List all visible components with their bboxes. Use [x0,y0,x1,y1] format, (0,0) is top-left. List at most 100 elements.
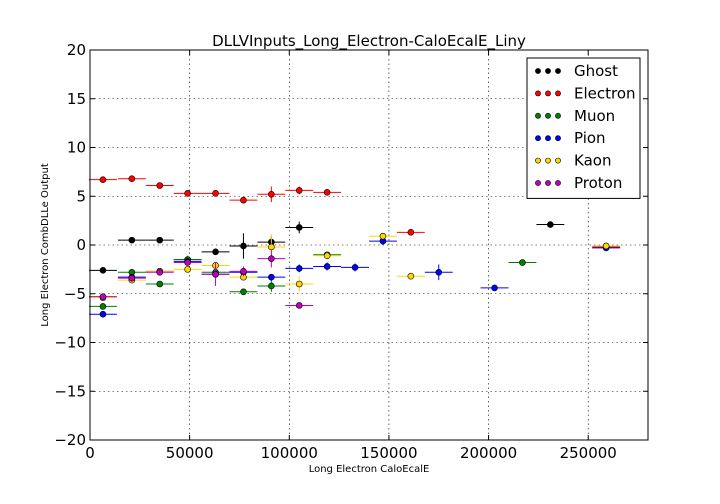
data-point [240,196,247,204]
legend-marker [545,112,551,119]
data-point [99,310,107,318]
data-point [295,280,303,288]
data-point [184,190,191,197]
legend-marker [535,135,541,142]
data-point [156,236,164,244]
data-point [99,303,107,310]
legend-marker [535,157,541,164]
data-point [240,242,247,250]
data-point [602,242,610,250]
x-tick-label: 250000 [560,444,617,462]
y-tick-label: 15 [67,90,86,108]
y-tick-label: 20 [67,41,86,59]
series-ghost [89,221,565,274]
data-point [212,270,219,278]
data-point [435,268,443,276]
legend-item: Electron [535,84,636,102]
legend-item: Kaon [535,152,611,170]
data-point [295,302,303,309]
data-point [156,280,164,288]
legend-label: Proton [574,174,622,192]
data-point [128,274,136,282]
legend-label: Pion [574,129,606,147]
y-tick-label: 0 [76,236,86,254]
data-point [268,255,275,262]
legend-marker [545,135,551,142]
data-point [295,265,303,272]
y-tick-label: 10 [67,139,86,157]
data-point [268,273,275,281]
legend-item: Muon [535,107,615,125]
data-point [268,191,275,198]
data-point [519,259,526,266]
data-point [128,175,136,182]
legend-marker [545,90,551,97]
data-point [128,236,136,244]
data-point [547,221,554,228]
legend-marker [535,68,541,74]
data-series [89,175,621,318]
y-tick-label: −10 [54,334,86,352]
y-tick-label: −15 [54,382,86,400]
data-point [240,288,247,296]
data-point [351,264,359,271]
data-point [295,187,303,194]
legend-marker [555,90,561,97]
legend-label: Muon [574,107,615,125]
y-tick-label: −5 [64,285,86,303]
legend-marker [535,90,541,97]
x-axis-label: Long Electron CaloEcalE [309,464,430,475]
x-tick-label: 0 [85,444,95,462]
legend-item: Proton [535,174,622,192]
data-point [295,224,303,231]
data-point [99,293,107,300]
legend-marker [545,68,551,74]
data-point [407,229,415,236]
legend-label: Kaon [574,152,611,170]
data-point [407,272,415,280]
legend-marker [555,68,561,74]
legend-marker [555,135,561,142]
legend-marker [535,180,541,186]
data-point [323,252,331,260]
data-point [491,284,498,292]
data-point [240,268,247,275]
data-point [156,182,164,189]
y-axis-label: Long Electron CombDLLe Output [40,163,51,327]
legend-marker [545,157,551,164]
x-tick-label: 50000 [166,444,214,462]
y-tick-label: −20 [54,431,86,449]
data-point [212,190,219,197]
data-point [323,263,331,270]
legend-box [526,57,641,199]
data-point [99,267,107,274]
data-point [323,189,331,196]
legend-marker [555,180,561,186]
legend-marker [555,157,561,164]
legend-marker [555,112,561,119]
data-point [184,266,191,273]
x-tick-label: 150000 [360,444,417,462]
data-point [99,176,107,183]
y-tick-label: 5 [76,187,86,205]
data-point [268,282,275,290]
data-point [156,268,164,276]
series-electron [89,175,621,251]
x-tick-label: 200000 [460,444,517,462]
data-point [268,243,275,251]
data-point [184,259,191,266]
data-point [212,248,219,256]
legend-label: Electron [574,84,636,102]
legend-label: Ghost [574,62,618,80]
chart-title: DLLVInputs_Long_Electron-CaloEcalE_Liny [212,32,526,51]
legend-item: Pion [535,129,606,147]
x-tick-label: 100000 [261,444,318,462]
legend-item: Ghost [535,62,618,80]
series-proton [89,249,314,309]
legend-marker [545,180,551,186]
legend-marker [535,112,541,119]
legend: Ghost Electron Muon Pion Kaon Proton [526,57,641,199]
axis-ticks: 0 50000 100000 150000 200000 250000 −20 −15 −10 −… [54,41,648,462]
data-point [379,232,387,240]
